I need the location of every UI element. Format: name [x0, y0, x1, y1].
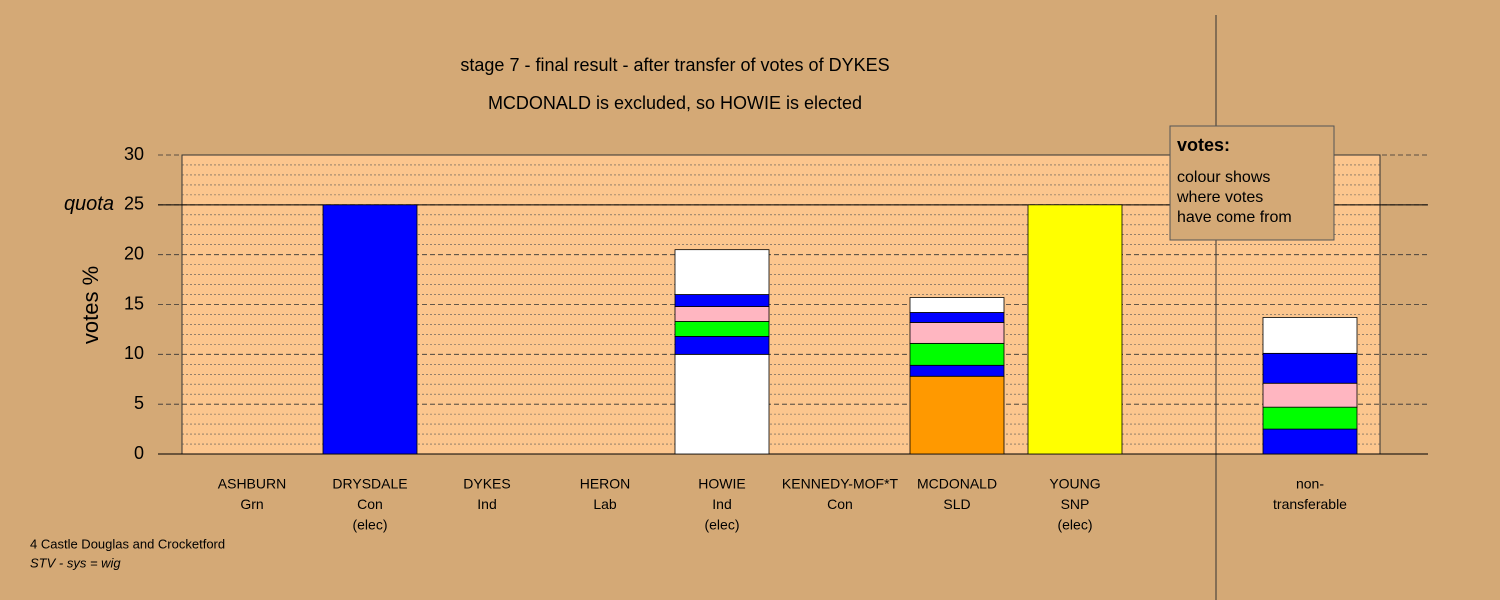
x-tick-label: KENNEDY-MOF*T: [782, 476, 899, 492]
bar-segment: [674, 294, 770, 307]
x-tick-label: Lab: [593, 496, 617, 512]
x-tick-label: ASHBURN: [218, 476, 286, 492]
chart-subtitle: MCDONALD is excluded, so HOWIE is electe…: [488, 93, 862, 113]
y-tick-label: 0: [134, 443, 144, 463]
y-tick-label: 15: [124, 293, 144, 313]
chart-title: stage 7 - final result - after transfer …: [460, 55, 889, 75]
bar-segment: [909, 322, 1005, 344]
x-tick-label: Con: [827, 496, 853, 512]
y-tick-label: 30: [124, 144, 144, 164]
x-tick-label: transferable: [1273, 496, 1347, 512]
x-tick-label: Grn: [240, 496, 263, 512]
x-tick-label: HERON: [580, 476, 631, 492]
y-tick-label: 25: [124, 194, 144, 214]
x-tick-label: (elec): [352, 517, 387, 533]
bar-segment: [674, 335, 770, 355]
bar-segment: [909, 375, 1005, 455]
legend-text: where votes: [1176, 189, 1263, 206]
x-tick-label: YOUNG: [1049, 476, 1100, 492]
x-tick-label: (elec): [704, 517, 739, 533]
bar-segment: [674, 353, 770, 455]
x-tick-label: SLD: [943, 496, 970, 512]
x-tick-label: Con: [357, 496, 383, 512]
footer-line: STV - sys = wig: [30, 555, 121, 570]
legend-box: [1169, 125, 1335, 241]
x-tick-label: SNP: [1061, 496, 1090, 512]
bar-segment: [909, 364, 1005, 377]
bar-segment: [909, 297, 1005, 313]
x-tick-label: MCDONALD: [917, 476, 997, 492]
y-tick-label: 5: [134, 393, 144, 413]
bar-segment: [674, 306, 770, 322]
y-axis-label: votes %: [78, 266, 103, 344]
x-tick-label: (elec): [1057, 517, 1092, 533]
quota-label: quota: [64, 193, 114, 215]
x-tick-label: Ind: [712, 496, 731, 512]
legend-text: have come from: [1177, 209, 1292, 226]
y-tick-label: 10: [124, 343, 144, 363]
bar-segment: [1262, 317, 1358, 354]
bar-segment: [674, 321, 770, 337]
legend-title: votes:: [1177, 135, 1230, 155]
bar-segment: [1262, 382, 1358, 408]
bar-segment: [1262, 406, 1358, 430]
x-tick-label: non-: [1296, 476, 1324, 492]
bar-segment: [1262, 352, 1358, 384]
x-tick-label: HOWIE: [698, 476, 745, 492]
bar-segment: [909, 312, 1005, 323]
bar-segment: [1262, 428, 1358, 455]
legend-text: colour shows: [1177, 169, 1270, 186]
bar-segment: [909, 342, 1005, 366]
y-tick-label: 20: [124, 243, 144, 263]
x-tick-label: Ind: [477, 496, 496, 512]
bar-segment: [322, 204, 418, 455]
footer-line: 4 Castle Douglas and Crocketford: [30, 536, 225, 551]
x-tick-label: DRYSDALE: [332, 476, 407, 492]
x-tick-label: DYKES: [463, 476, 510, 492]
bar-segment: [674, 249, 770, 295]
bar-segment: [1027, 204, 1123, 455]
